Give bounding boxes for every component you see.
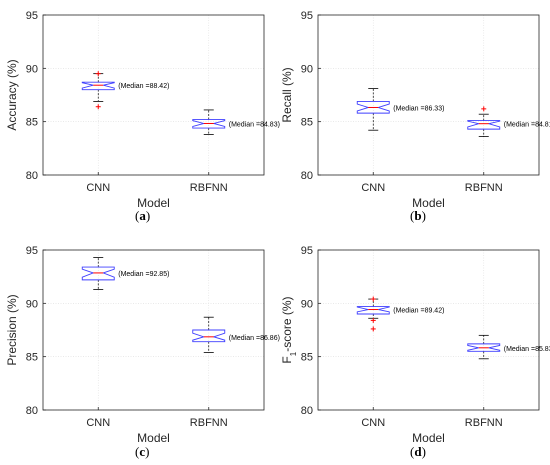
y-tick-label: 90: [26, 63, 38, 75]
x-axis-label: Model: [412, 196, 445, 210]
outlier-marker: [370, 317, 376, 323]
y-tick-label: 90: [301, 63, 313, 75]
box-rbfnn: [192, 119, 226, 129]
outlier-marker: [370, 296, 376, 302]
median-label: (Median =86.86): [229, 335, 280, 342]
x-tick-label: RBFNN: [190, 182, 228, 194]
x-tick-label: CNN: [86, 417, 110, 429]
x-tick-label: CNN: [361, 182, 385, 194]
box-cnn: [81, 81, 115, 91]
box-rbfnn: [467, 120, 501, 130]
box-rbfnn: [467, 343, 501, 352]
caption-b: (b): [410, 208, 426, 223]
box-cnn: [356, 306, 390, 315]
plot-frame: [317, 14, 540, 176]
y-tick-label: 95: [301, 245, 313, 257]
box-cnn: [81, 266, 115, 281]
median-label: (Median =88.42): [118, 83, 169, 90]
y-tick-label: 85: [301, 352, 313, 364]
chart-panel-d: 80 85 90 95 CNN RBFNN Model F1-score (%) (Median…: [280, 245, 550, 445]
median-label: (Median =84.83): [229, 121, 280, 128]
outlier-marker: [481, 106, 487, 112]
x-axis-label: Model: [137, 196, 170, 210]
median-label: (Median =92.85): [118, 271, 169, 278]
caption-a: (a): [135, 208, 151, 223]
y-tick-label: 80: [301, 170, 313, 182]
y-axis-label: F1-score (%): [280, 296, 298, 363]
y-axis-label: Precision (%): [5, 294, 19, 365]
y-tick-label: 85: [26, 352, 38, 364]
y-tick-label: 90: [26, 298, 38, 310]
chart-panel-a: 80 85 90 95 CNN RBFNN Model Accuracy (%) (Median…: [5, 10, 280, 210]
x-tick-label: RBFNN: [190, 417, 228, 429]
y-tick-label: 90: [301, 298, 313, 310]
y-axis-label: Accuracy (%): [5, 59, 19, 130]
x-tick-label: RBFNN: [465, 417, 503, 429]
y-tick-label: 95: [301, 10, 313, 22]
box-rbfnn: [192, 329, 226, 343]
plot-frame: [317, 249, 540, 411]
chart-panel-c: 80 85 90 95 CNN RBFNN Model Precision (%) (Media…: [5, 245, 280, 445]
box-cnn: [356, 100, 390, 114]
y-tick-label: 85: [301, 117, 313, 129]
y-tick-label: 85: [26, 117, 38, 129]
plot-frame: [42, 249, 265, 411]
caption-c: (c): [135, 444, 150, 459]
y-axis-label: Recall (%): [280, 67, 294, 122]
caption-d: (d): [410, 444, 426, 459]
outlier-marker: [95, 71, 101, 77]
y-tick-label: 95: [26, 10, 38, 22]
median-label: (Median =85.83): [504, 346, 550, 353]
x-axis-label: Model: [412, 431, 445, 445]
y-tick-label: 95: [26, 245, 38, 257]
x-axis-label: Model: [137, 431, 170, 445]
outlier-marker: [370, 326, 376, 332]
x-tick-label: CNN: [361, 417, 385, 429]
chart-panel-b: 80 85 90 95 CNN RBFNN Model Recall (%) (Median =…: [280, 10, 550, 210]
plot-frame: [42, 14, 265, 176]
median-label: (Median =89.42): [393, 308, 444, 315]
y-tick-label: 80: [26, 170, 38, 182]
outlier-marker: [95, 104, 101, 110]
y-tick-label: 80: [301, 405, 313, 417]
median-label: (Median =86.33): [393, 105, 444, 112]
x-tick-label: CNN: [86, 182, 110, 194]
median-label: (Median =84.81): [504, 122, 550, 129]
x-tick-label: RBFNN: [465, 182, 503, 194]
y-tick-label: 80: [26, 405, 38, 417]
